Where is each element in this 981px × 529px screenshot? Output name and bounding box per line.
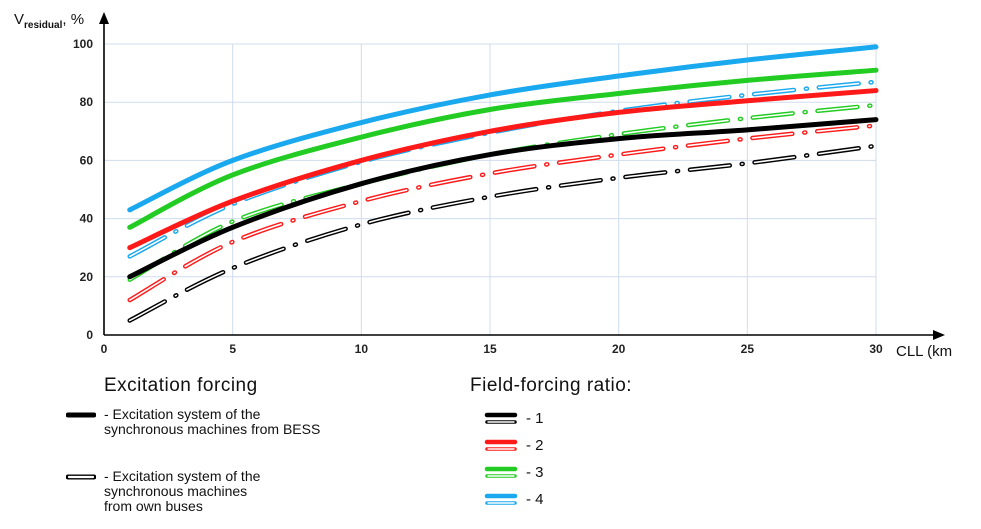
solid-line-swatch (66, 412, 96, 418)
ratio-label: - 3 (526, 464, 544, 481)
y-tick-label: 0 (86, 328, 93, 342)
legend-ratio-title: Field-forcing ratio: (470, 375, 633, 396)
series-lines (127, 44, 879, 323)
x-axis-arrow (933, 330, 945, 340)
series-ratio-4-own-buses (127, 79, 879, 259)
ratio-label: - 4 (526, 491, 544, 508)
series-ratio-3-own-buses-core (128, 104, 877, 281)
series-ratio-4-own-buses-outline (127, 79, 879, 259)
y-tick-label: 100 (73, 37, 93, 51)
y-axis-arrow (99, 12, 109, 24)
y-tick-label: 60 (80, 153, 94, 167)
series-ratio-2-own-buses (127, 123, 879, 303)
series-ratio-1-own-buses (127, 143, 879, 323)
legend-item-own-buses-label: - Excitation system of the synchronous m… (104, 468, 261, 514)
legend-ratio-item: - 2 (484, 437, 544, 454)
x-tick-label: 15 (483, 342, 497, 356)
series-ratio-4-bess (127, 44, 879, 213)
series-ratio-1-own-buses-outline (127, 143, 879, 323)
legend-ratio-item: - 1 (484, 410, 544, 427)
line-chart: 0 5 10 15 20 25 30 0 20 40 60 80 100 Vresidual, % CL… (14, 11, 952, 360)
axes (99, 12, 945, 340)
series-ratio-1-bess (127, 117, 879, 280)
y-axis-label-main: V (14, 11, 24, 28)
tick-labels: 0 5 10 15 20 25 30 0 20 40 60 80 100 (73, 37, 883, 356)
x-tick-label: 0 (101, 342, 108, 356)
ratio-swatch (484, 412, 518, 424)
ratio-swatch (484, 466, 518, 478)
x-tick-label: 30 (869, 342, 883, 356)
ratio-label: - 1 (526, 410, 544, 427)
x-tick-label: 20 (612, 342, 626, 356)
legend-item-own-buses: - Excitation system of the synchronous m… (66, 469, 260, 514)
legend-ratio-item: - 3 (484, 464, 544, 481)
series-ratio-3-own-buses (127, 102, 879, 282)
y-axis-label: Vresidual, % (14, 11, 84, 31)
legend-field-forcing: Field-forcing ratio: - 1 - 2 - 3 - 4 (470, 375, 770, 525)
y-tick-label: 80 (80, 95, 94, 109)
y-axis-label-sub: residual (24, 20, 63, 31)
y-tick-label: 40 (80, 212, 94, 226)
series-ratio-2-bess (127, 88, 879, 251)
series-ratio-2-own-buses-core (128, 124, 877, 301)
x-tick-label: 25 (741, 342, 755, 356)
grid (104, 43, 877, 335)
series-ratio-3-bess (127, 67, 879, 230)
ratio-label: - 2 (526, 437, 544, 454)
x-tick-label: 10 (355, 342, 369, 356)
legend-item-bess-label: - Excitation system of the synchronous m… (104, 406, 321, 437)
ratio-swatch (484, 493, 518, 505)
x-axis-label: CLL (km (896, 343, 952, 360)
y-axis-label-unit: , % (62, 11, 84, 28)
legend-item-bess: - Excitation system of the synchronous m… (66, 407, 320, 437)
legend-ratio-item: - 4 (484, 491, 544, 508)
legend-excitation: Excitation forcing - Excitation system o… (66, 375, 484, 525)
x-tick-label: 5 (229, 342, 236, 356)
ratio-swatch (484, 439, 518, 451)
y-tick-label: 20 (80, 270, 94, 284)
legend-excitation-title: Excitation forcing (104, 375, 258, 396)
hollow-line-swatch (66, 474, 96, 480)
